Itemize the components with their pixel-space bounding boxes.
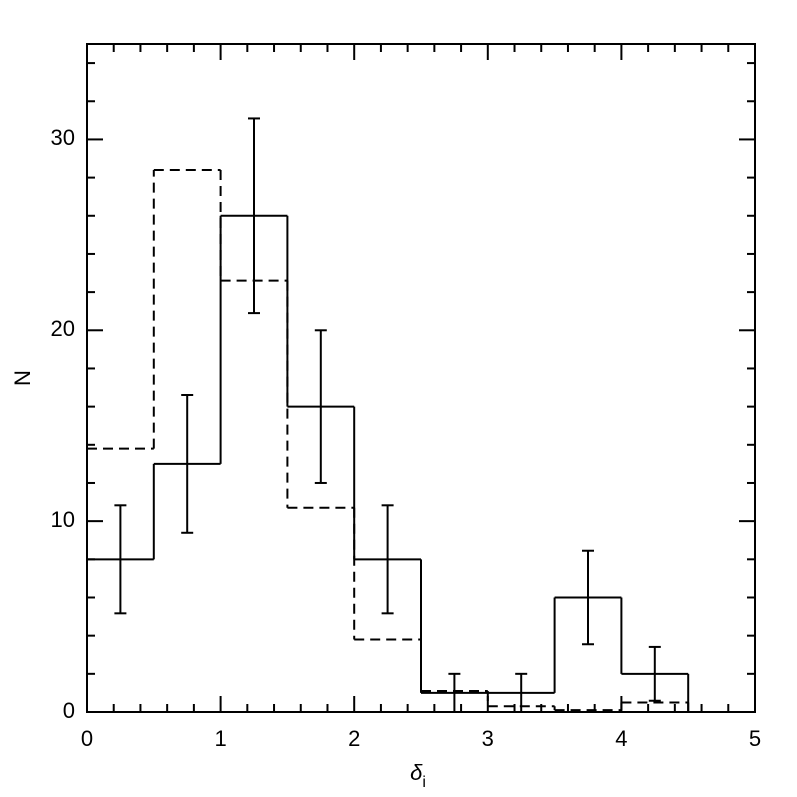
x-tick-label: 5 [749, 726, 761, 751]
x-tick-label: 4 [615, 726, 627, 751]
x-axis-label-sub: i [422, 774, 426, 791]
y-tick-label: 10 [51, 507, 75, 532]
y-tick-label: 0 [63, 698, 75, 723]
x-axis-label-main: δ [410, 760, 423, 785]
x-tick-label: 3 [482, 726, 494, 751]
y-tick-label: 30 [51, 125, 75, 150]
y-tick-label: 20 [51, 316, 75, 341]
x-axis-label: δi [410, 760, 426, 791]
y-axis-label: N [10, 370, 35, 386]
plot-frame [86, 43, 756, 713]
x-tick-label: 1 [214, 726, 226, 751]
x-tick-label: 2 [348, 726, 360, 751]
x-tick-label: 0 [81, 726, 93, 751]
